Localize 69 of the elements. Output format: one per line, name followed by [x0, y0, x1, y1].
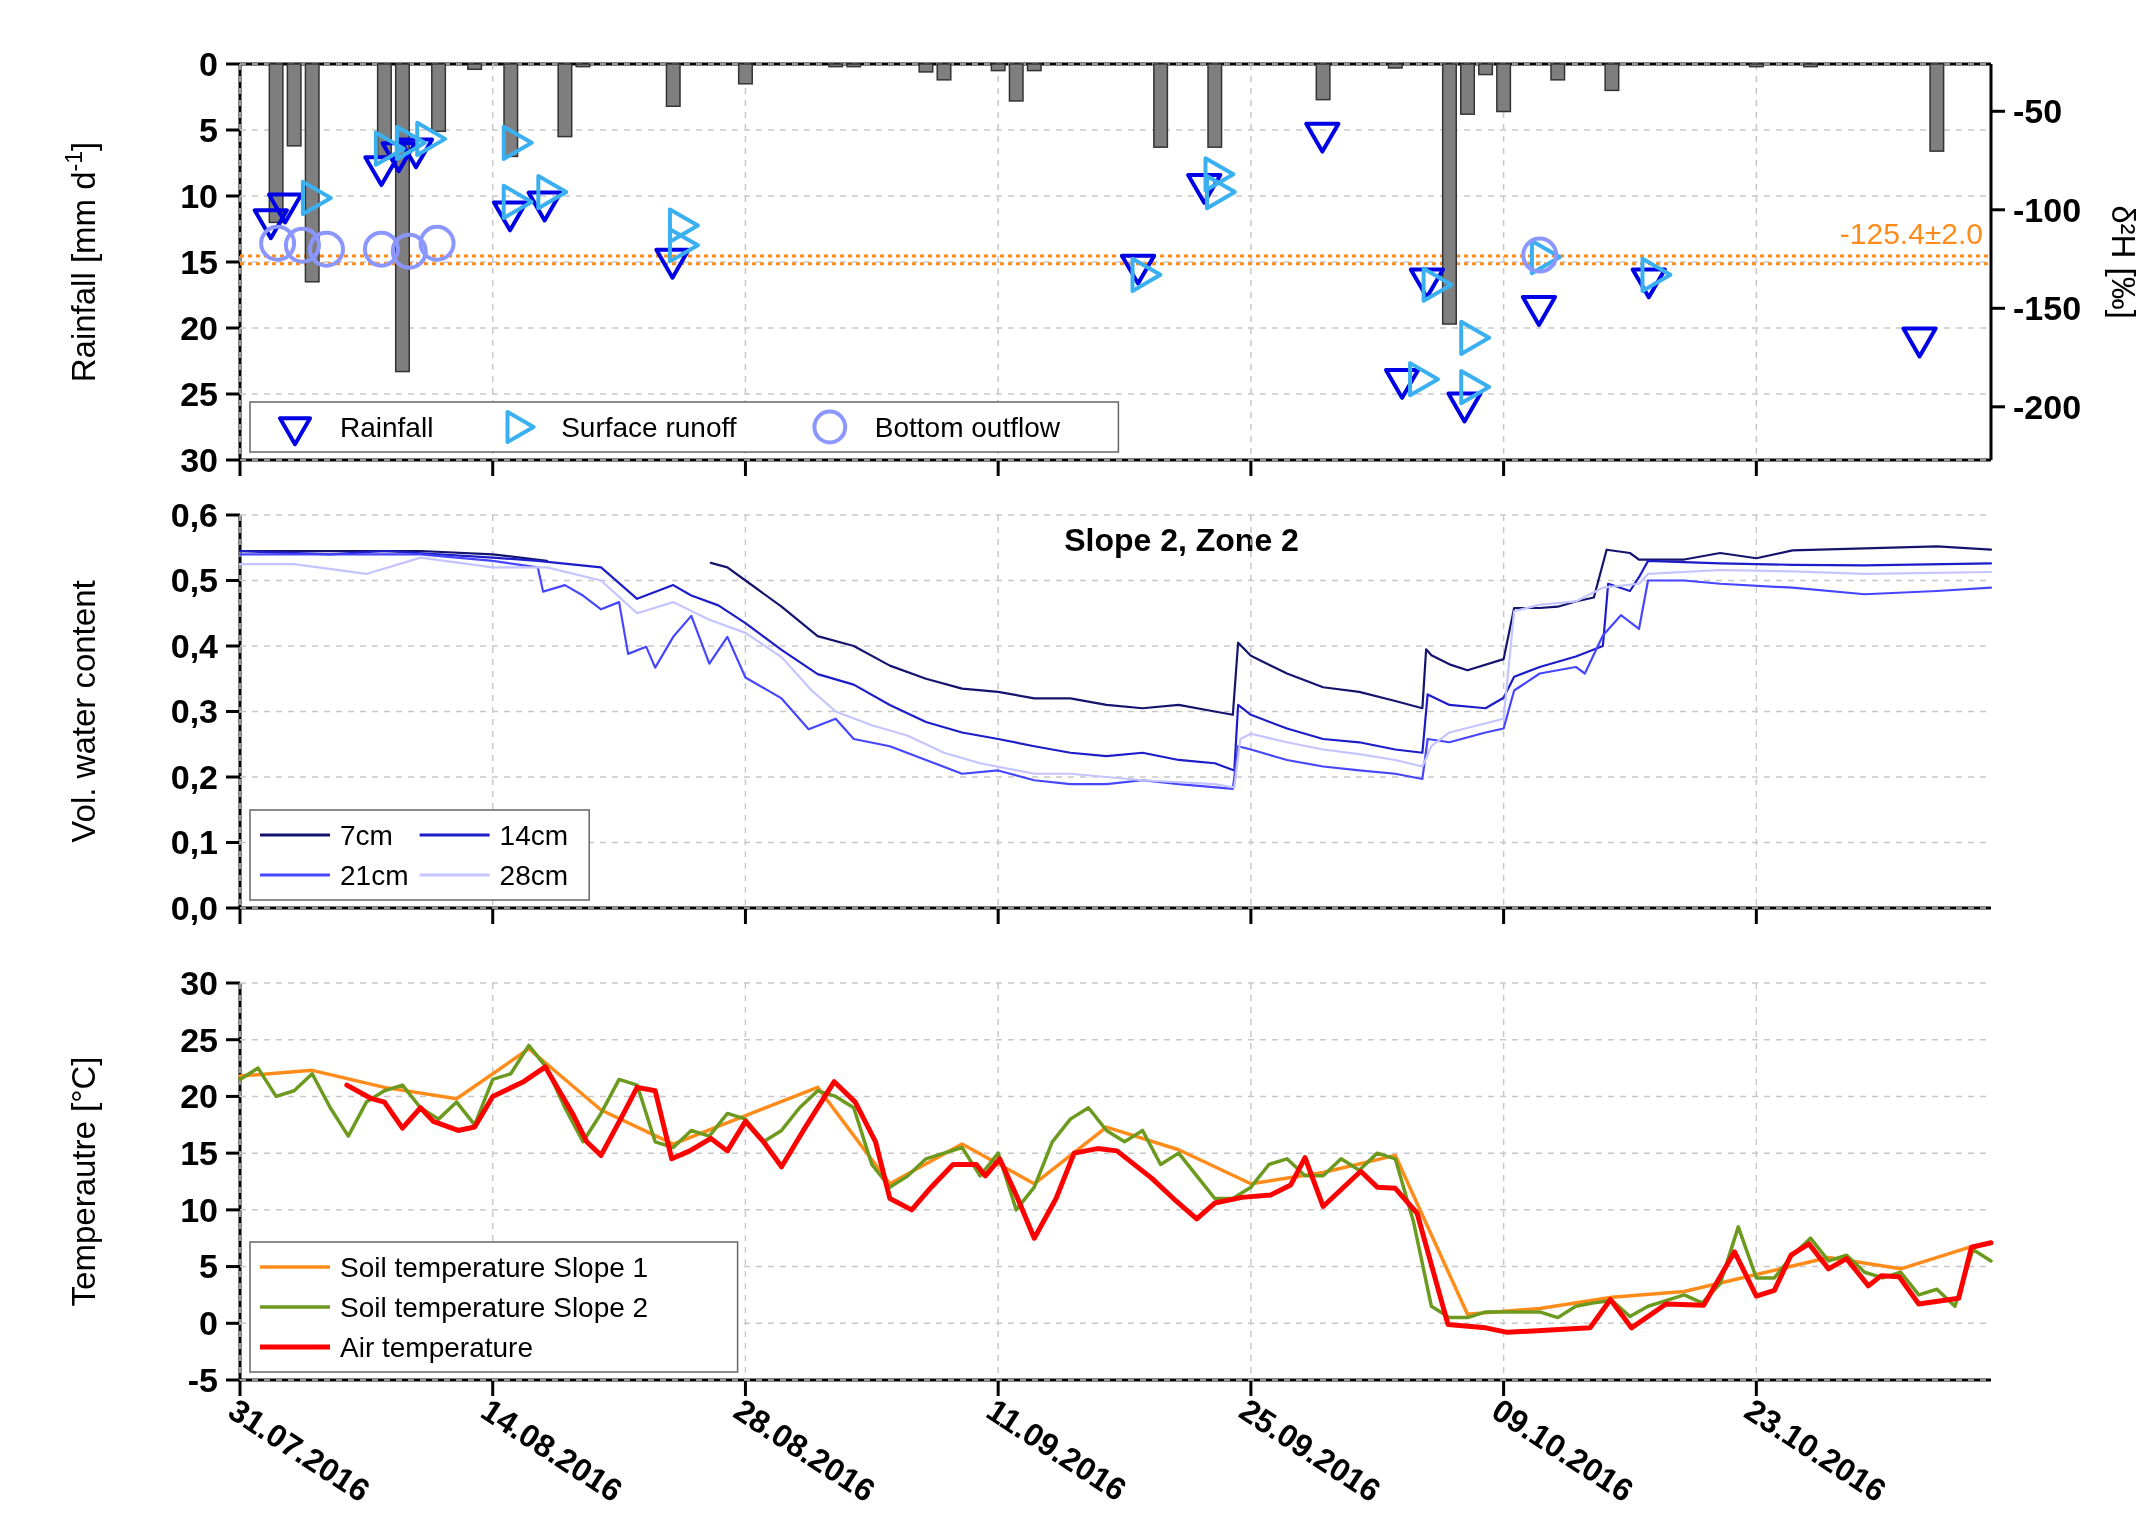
y-tick-label: 0 — [199, 1304, 218, 1343]
y-tick-label: 10 — [180, 176, 218, 215]
annotation: -125.4±2.0 — [1839, 216, 1983, 250]
y-tick-label: 30 — [180, 440, 218, 479]
legend-label: Bottom outflow — [874, 411, 1061, 443]
y-axis-title: Vol. water content — [65, 580, 102, 843]
y-axis-title: Temperautre [°C] — [65, 1056, 102, 1307]
y-tick-label: 25 — [180, 1020, 218, 1059]
legend-label: 21cm — [340, 859, 409, 891]
y-tick-label: 5 — [199, 110, 218, 149]
bar — [268, 63, 284, 224]
bar — [1929, 63, 1945, 152]
y2-tick-label: -150 — [2013, 289, 2082, 328]
bar — [1478, 63, 1494, 76]
y-tick-label: 20 — [180, 308, 218, 347]
bar — [665, 63, 681, 107]
bar — [1008, 63, 1024, 102]
bar — [286, 63, 302, 147]
legend-label: 7cm — [340, 819, 393, 851]
y-tick-label: 10 — [180, 1190, 218, 1229]
bar — [575, 63, 591, 68]
bar — [1748, 63, 1764, 68]
y-tick-label: -5 — [187, 1360, 218, 1399]
bar — [1315, 63, 1331, 101]
bar — [1387, 63, 1403, 69]
bar — [1802, 63, 1819, 68]
bar — [1604, 63, 1620, 92]
bar — [990, 63, 1006, 72]
legend-label: Soil temperature Slope 1 — [340, 1251, 649, 1283]
bar — [828, 63, 844, 68]
legend-label: 14cm — [499, 819, 569, 851]
chart-title: Slope 2, Zone 2 — [1064, 522, 1299, 558]
bar — [846, 63, 862, 68]
bar — [918, 63, 934, 73]
legend-label: Rainfall — [340, 411, 434, 443]
y-tick-label: 15 — [180, 1134, 218, 1173]
bar — [431, 63, 447, 133]
y2-axis-title: δ²H [‰] — [2105, 205, 2142, 319]
y-tick-label: 30 — [180, 963, 218, 1002]
y-tick-label: 20 — [180, 1077, 218, 1116]
y2-tick-label: -100 — [2013, 190, 2082, 229]
bar — [467, 63, 483, 71]
y-tick-label: 0,5 — [170, 561, 218, 600]
y-tick-label: 0,2 — [170, 757, 218, 796]
bar — [1153, 63, 1169, 148]
y-tick-label: 5 — [199, 1247, 218, 1286]
legend-label: 28cm — [499, 859, 569, 891]
y-tick-label: 0,1 — [170, 823, 218, 862]
legend-label: Soil temperature Slope 2 — [340, 1291, 649, 1323]
y-tick-label: 0,0 — [170, 888, 218, 927]
bar — [1026, 63, 1042, 72]
y-tick-label: 0,6 — [170, 495, 218, 534]
bar — [1441, 63, 1457, 325]
bar — [737, 63, 753, 85]
bar — [936, 63, 952, 81]
bar — [1459, 63, 1476, 115]
bar — [1496, 63, 1512, 113]
bar — [1550, 63, 1566, 81]
legend-label: Air temperature — [340, 1331, 533, 1363]
y-tick-label: 15 — [180, 242, 218, 281]
bar — [557, 63, 573, 138]
bar — [1207, 63, 1223, 148]
y-tick-label: 0,4 — [170, 626, 219, 665]
y-tick-label: 25 — [180, 374, 218, 413]
y2-tick-label: -50 — [2013, 92, 2063, 131]
y-tick-label: 0,3 — [170, 692, 218, 731]
legend-label: Surface runoff — [561, 411, 737, 443]
y-tick-label: 0 — [199, 44, 218, 83]
y2-tick-label: -200 — [2013, 387, 2082, 426]
